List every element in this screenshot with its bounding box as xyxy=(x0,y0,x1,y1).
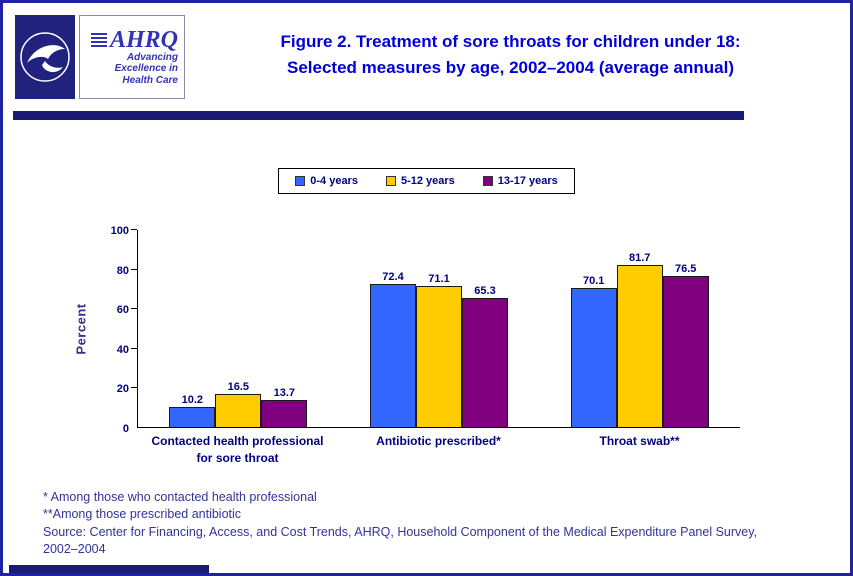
bar xyxy=(370,283,416,427)
y-tick-label: 60 xyxy=(116,304,129,317)
header: AHRQ Advancing Excellence in Health Care… xyxy=(3,3,850,103)
y-tick-label: 20 xyxy=(116,383,129,396)
ahrq-wordmark: AHRQ xyxy=(90,26,178,53)
chart-legend: 0-4 years 5-12 years 13-17 years xyxy=(278,168,575,194)
legend-label: 5-12 years xyxy=(400,175,455,187)
y-tick-label: 40 xyxy=(116,343,129,356)
legend-label: 0-4 years xyxy=(310,175,358,187)
y-tick-label: 100 xyxy=(110,225,129,237)
bar-value-label: 72.4 xyxy=(382,270,404,283)
legend-item: 5-12 years xyxy=(385,175,455,187)
x-category-label: Throat swab** xyxy=(599,434,680,448)
plot-area: 10.2 16.5 13.7 72.4 71.1 65.3 70.1 81.7 76.5 xyxy=(131,229,740,428)
bar-with-label: 76.5 xyxy=(662,230,709,427)
ahrq-name: AHRQ xyxy=(109,26,178,53)
footnote-1: * Among those who contacted health profe… xyxy=(43,489,317,504)
y-axis-ticks: 0 20 40 60 80 100 xyxy=(101,225,137,435)
bar-with-label: 13.7 xyxy=(261,230,308,427)
bar-with-label: 65.3 xyxy=(462,230,508,427)
legend-label: 13-17 years xyxy=(497,175,558,187)
bar xyxy=(570,288,617,427)
footnotes: * Among those who contacted health profe… xyxy=(43,489,790,559)
y-tick-mark xyxy=(131,229,137,230)
y-tick-mark xyxy=(131,308,137,310)
x-category-label: Antibiotic prescribed* xyxy=(376,434,501,448)
bar-value-label: 16.5 xyxy=(227,381,250,394)
ahrq-tagline-2: Excellence in xyxy=(114,63,178,75)
y-tick-label: 0 xyxy=(122,423,129,435)
bar xyxy=(662,275,709,427)
legend-item: 13-17 years xyxy=(482,175,558,187)
logo-group: AHRQ Advancing Excellence in Health Care xyxy=(15,15,185,103)
legend-swatch-icon xyxy=(295,176,306,186)
bar-with-label: 81.7 xyxy=(616,230,663,427)
bar xyxy=(616,265,663,427)
y-tick-label: 80 xyxy=(116,264,129,277)
ahrq-tagline-1: Advancing xyxy=(126,51,178,63)
footnote-2: **Among those prescribed antibiotic xyxy=(43,507,242,522)
y-axis-label: Percent xyxy=(73,303,89,355)
ahrq-flag-icon xyxy=(90,32,107,47)
header-divider-bar xyxy=(13,111,744,120)
figure-title-line-2: Selected measures by age, 2002–2004 (ave… xyxy=(287,57,734,77)
figure-title-line-1: Figure 2. Treatment of sore throats for … xyxy=(280,32,741,51)
y-tick-mark xyxy=(131,347,137,349)
bar-with-label: 70.1 xyxy=(570,230,617,427)
y-tick-mark xyxy=(131,268,137,270)
bar-value-label: 13.7 xyxy=(273,386,296,399)
bar-group: 72.4 71.1 65.3 xyxy=(339,230,540,427)
bar-with-label: 72.4 xyxy=(370,230,416,427)
bar xyxy=(462,297,508,427)
ahrq-logo: AHRQ Advancing Excellence in Health Care xyxy=(79,15,185,99)
x-category-label: Contacted health professional for sore t… xyxy=(151,434,324,465)
y-axis-label-column: Percent xyxy=(61,230,101,428)
ahrq-tagline-3: Health Care xyxy=(122,74,178,86)
bar-group: 10.2 16.5 13.7 xyxy=(138,230,339,427)
bar xyxy=(261,399,308,427)
legend-row: 0-4 years 5-12 years 13-17 years xyxy=(3,168,850,194)
bar-value-label: 70.1 xyxy=(582,275,605,288)
bar-value-label: 65.3 xyxy=(474,284,496,297)
x-axis-labels: Contacted health professional for sore t… xyxy=(137,433,740,467)
bar-with-label: 10.2 xyxy=(169,230,216,427)
bar-value-label: 81.7 xyxy=(628,252,651,265)
bar-value-label: 76.5 xyxy=(674,262,697,275)
bar xyxy=(215,394,262,427)
hhs-logo xyxy=(15,15,75,99)
hhs-eagle-icon xyxy=(15,15,75,99)
bar-group: 70.1 81.7 76.5 xyxy=(539,230,740,427)
legend-item: 0-4 years xyxy=(295,175,358,187)
bar-with-label: 71.1 xyxy=(416,230,462,427)
bar xyxy=(169,406,216,427)
figure-title: Figure 2. Treatment of sore throats for … xyxy=(185,29,836,103)
y-tick-mark xyxy=(131,387,137,389)
bar-with-label: 16.5 xyxy=(215,230,262,427)
legend-swatch-icon xyxy=(385,176,396,186)
bar-value-label: 71.1 xyxy=(428,273,450,286)
bottom-bar xyxy=(9,565,209,573)
footnote-source: Source: Center for Financing, Access, an… xyxy=(43,524,758,557)
legend-swatch-icon xyxy=(482,176,493,186)
bar-value-label: 10.2 xyxy=(181,393,204,406)
bar-chart: Percent 0 20 40 60 80 100 10.2 16.5 13.7 72.4 71.… xyxy=(61,225,740,435)
bar xyxy=(416,286,462,427)
